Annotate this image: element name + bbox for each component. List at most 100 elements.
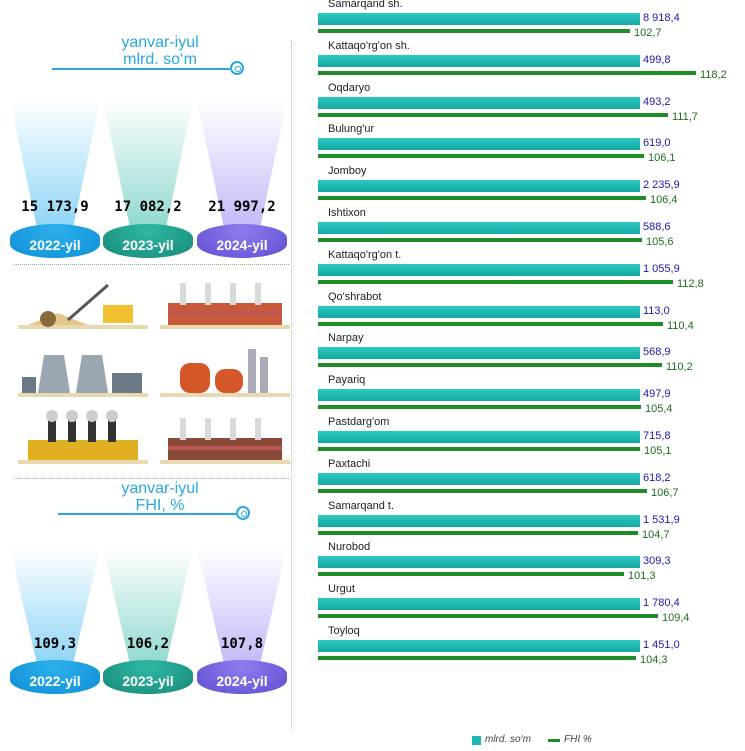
bar-mlrd [318,54,640,67]
bar-mlrd-value: 588,6 [643,221,671,233]
bottom-title-underline [58,513,236,515]
bar-fhi-value: 105,4 [645,403,673,416]
top-title-line2: mlrd. so‘m [123,51,197,68]
bar-fhi-value: 105,1 [644,445,672,457]
district-label: Ishtixon [328,207,366,219]
bar-mlrd [318,640,640,652]
bar-fhi-value: 118,2 [700,68,727,81]
top-year-label: 2024-yil [216,237,268,253]
bar-mlrd-value: 8 918,4 [643,12,680,24]
bar-fhi-value: 106,4 [650,194,678,207]
divider-bottom [14,478,289,479]
district-label: Qo'shrabot [328,290,382,303]
bar-mlrd [318,472,640,485]
bar-mlrd-value: 1 451,0 [643,639,680,651]
top-year-label: 2022-yil [29,237,81,253]
bar-mlrd-value: 568,9 [643,346,671,359]
top-panel-title: yanvar-iyul mlrd. so‘m [60,34,260,68]
bottom-podium: 2022-yil [10,660,100,694]
divider-top [14,264,289,265]
panel-separator [291,40,292,730]
bar-fhi-value: 109,4 [662,612,690,625]
district-label: Samarqand sh. [328,0,403,10]
bar-fhi [318,196,646,201]
bar-fhi [318,614,658,619]
bar-mlrd-value: 715,8 [643,430,671,442]
top-value: 17 082,2 [114,199,182,215]
bar-fhi [318,238,642,242]
bar-mlrd-value: 309,3 [643,555,671,568]
top-podium: 2023-yil [103,224,193,258]
bar-fhi-value: 106,7 [651,486,679,499]
bar-fhi-value: 111,7 [672,110,698,123]
bar-fhi [318,321,663,326]
district-label: Bulung'ur [328,123,375,136]
bottom-title-line2: FHI, % [135,497,185,514]
bar-fhi [318,405,641,410]
top-value: 21 997,2 [208,199,276,215]
bar-mlrd-value: 499,8 [643,53,671,66]
bottom-title-line1: yanvar-iyul [121,480,199,497]
bottom-value: 109,3 [33,636,77,652]
top-title-line1: yanvar-iyul [121,34,199,51]
bar-mlrd-value: 619,0 [643,137,671,150]
bar-fhi-value: 101,3 [628,570,656,583]
bar-mlrd [318,13,640,25]
district-label: Paxtachi [328,457,371,470]
excavator-icon [18,283,148,329]
bar-fhi-value: 104,7 [642,528,670,541]
bar-fhi [318,572,624,577]
bar-fhi [318,363,662,368]
bar-fhi-value: 105,6 [646,236,674,248]
bar-mlrd [318,305,640,318]
bar-mlrd [318,222,640,234]
bottom-podium: 2023-yil [103,660,193,694]
bar-fhi [318,29,630,33]
refinery-icon [160,349,290,397]
bar-fhi [318,154,644,159]
bar-mlrd-value: 618,2 [643,471,671,484]
top-year-label: 2023-yil [122,237,174,253]
factory-icon [160,283,290,329]
bottom-year-label: 2022-yil [29,673,81,689]
bar-fhi-value: 112,8 [677,277,704,290]
bar-mlrd-value: 1 531,9 [643,513,680,526]
industrial-plant-icon [160,418,290,464]
bottom-podium: 2024-yil [197,660,287,694]
bar-mlrd [318,263,640,276]
bar-mlrd [318,514,640,527]
top-value: 15 173,9 [21,199,89,215]
bar-mlrd [318,556,640,569]
bar-fhi [318,112,668,117]
bar-fhi-value: 110,2 [666,361,693,374]
bar-fhi [318,447,640,451]
bar-fhi-value: 102,7 [634,27,662,39]
district-label: Urgut [328,583,355,596]
bar-fhi [318,530,638,535]
bar-mlrd [318,347,640,360]
bar-fhi [318,488,647,493]
legend-label-fhi: FHI % [564,734,592,745]
district-label: Kattaqo'rg'on sh. [328,39,410,52]
cooling-towers-icon [18,355,148,397]
district-label: Payariq [328,374,366,387]
district-label: Nurobod [328,541,371,554]
bar-mlrd-value: 493,2 [643,95,671,108]
bar-fhi-value: 106,1 [648,152,676,165]
legend-label-mlrd: mlrd. so‘m [485,734,532,745]
bar-mlrd-value: 1 780,4 [643,597,680,610]
bottom-panel-title: yanvar-iyul FHI, % [60,480,260,514]
top-podium: 2024-yil [197,224,287,258]
bar-mlrd-value: 2 235,9 [643,179,680,192]
top-title-underline [52,68,230,70]
bar-fhi [318,656,636,660]
bar-mlrd-value: 113,0 [643,304,670,317]
district-label: Jomboy [328,165,367,178]
target-icon [236,506,250,520]
bar-mlrd-value: 497,9 [643,388,671,401]
district-label: Oqdaryo [328,81,371,94]
bar-mlrd [318,389,640,402]
legend-swatch-mlrd [472,736,481,745]
bar-mlrd [318,431,640,443]
smokestack-plant-icon [18,410,148,464]
